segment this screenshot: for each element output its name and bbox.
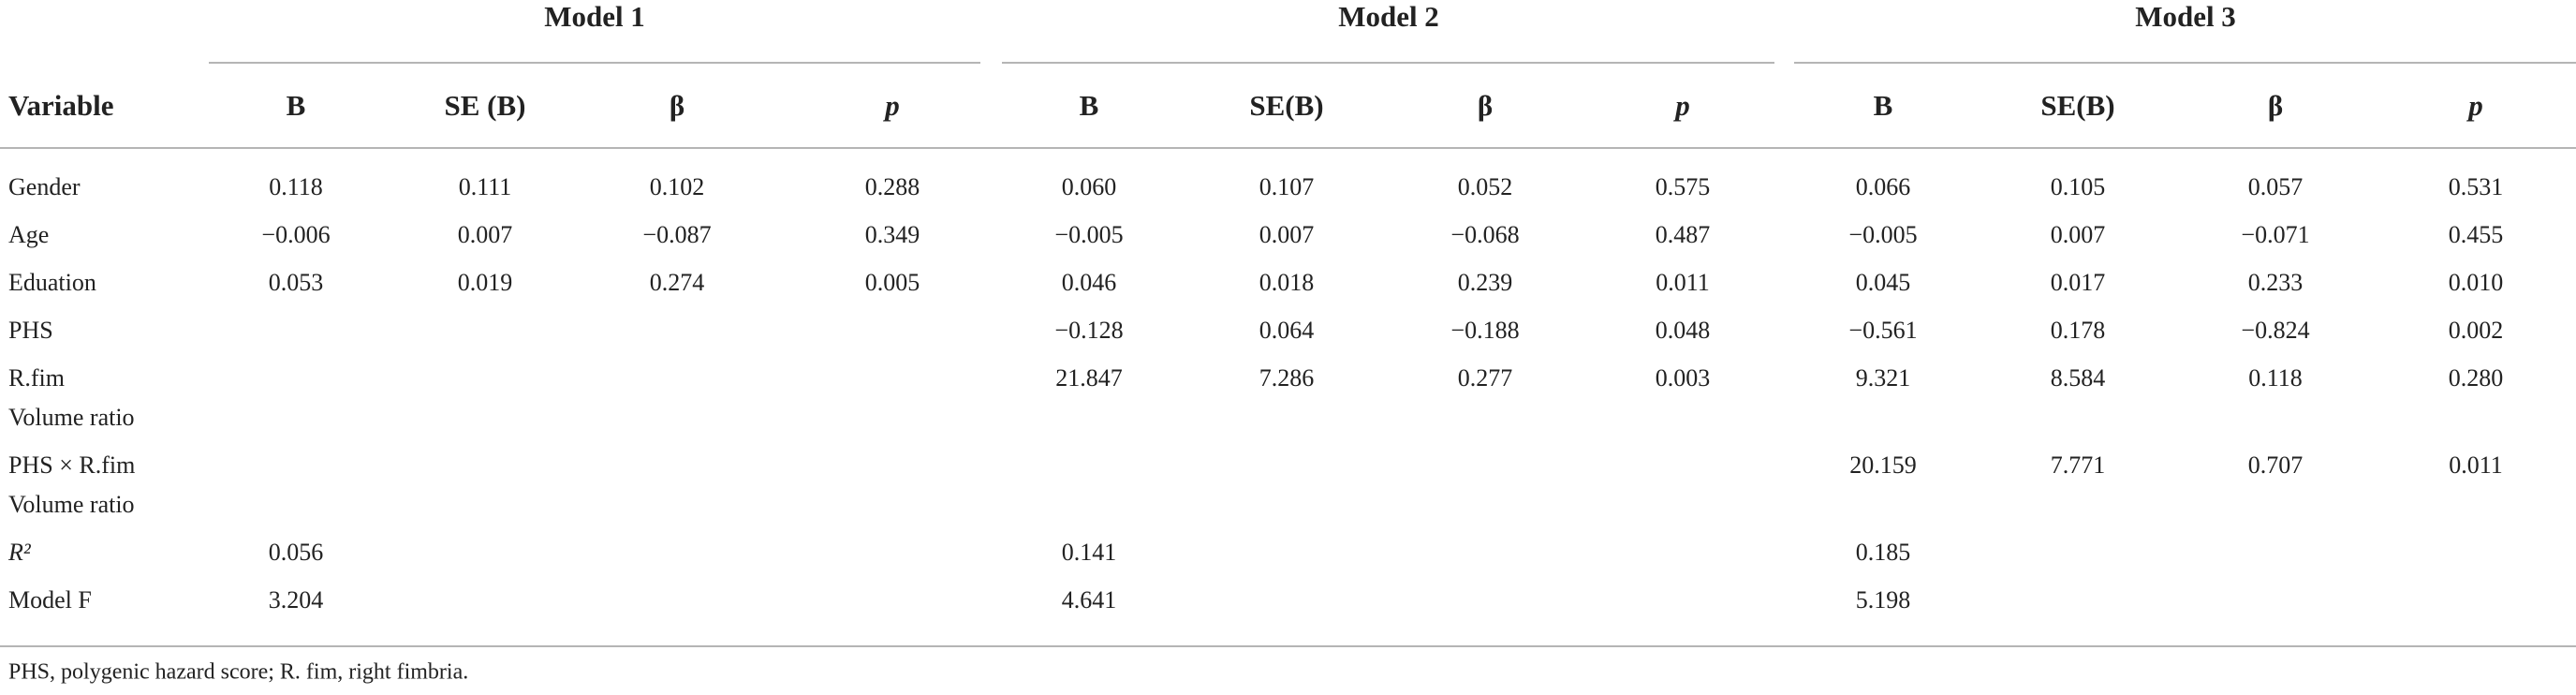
cell: 0.011: [1656, 269, 1710, 296]
cell: 0.233: [2248, 269, 2304, 296]
cell: 0.575: [1656, 173, 1711, 200]
cell: 0.019: [458, 269, 513, 296]
row-label: Gender: [8, 173, 81, 200]
column-header: B: [287, 89, 306, 122]
cell: 0.185: [1856, 539, 1911, 566]
cell: 0.053: [269, 269, 324, 296]
cell: 8.584: [2051, 364, 2106, 392]
cell: 0.011: [2449, 451, 2503, 479]
cell: 0.455: [2449, 221, 2504, 248]
cell: 21.847: [1055, 364, 1123, 392]
cell: 0.003: [1656, 364, 1711, 392]
column-header: p: [2466, 89, 2483, 122]
cell: 0.060: [1062, 173, 1117, 200]
cell: −0.005: [1848, 221, 1917, 248]
column-header: β: [2268, 89, 2283, 122]
row-label: R.fim: [8, 364, 65, 392]
cell: 0.045: [1856, 269, 1911, 296]
cell: 0.064: [1259, 317, 1315, 344]
cell: 0.707: [2248, 451, 2304, 479]
cell: 0.107: [1259, 173, 1315, 200]
column-group: Model 3: [2135, 0, 2236, 33]
cell: 20.159: [1849, 451, 1917, 479]
cell: 7.771: [2051, 451, 2106, 479]
cell: 0.102: [650, 173, 705, 200]
cell: 9.321: [1856, 364, 1911, 392]
cell: 0.007: [1259, 221, 1315, 248]
column-group: Model 1: [544, 0, 645, 33]
cell: −0.188: [1450, 317, 1519, 344]
cell: −0.071: [2241, 221, 2309, 248]
cell: 0.487: [1656, 221, 1711, 248]
cell: 3.204: [269, 586, 324, 614]
column-header: SE (B): [445, 89, 526, 122]
column-header: β: [1478, 89, 1493, 122]
cell: 0.046: [1062, 269, 1117, 296]
row-label: PHS: [8, 317, 53, 344]
column-header: B: [1874, 89, 1893, 122]
row-label: PHS × R.fim: [8, 451, 135, 479]
cell: −0.128: [1054, 317, 1123, 344]
cell: 0.105: [2051, 173, 2106, 200]
cell: 0.239: [1458, 269, 1513, 296]
row-label: Volume ratio: [8, 404, 135, 431]
cell: −0.006: [261, 221, 330, 248]
cell: 0.118: [2248, 364, 2303, 392]
cell: 0.002: [2449, 317, 2504, 344]
row-label: R²: [7, 539, 32, 566]
cell: 0.005: [865, 269, 920, 296]
cell: 0.007: [2051, 221, 2106, 248]
cell: 0.018: [1259, 269, 1315, 296]
cell: 0.531: [2449, 173, 2504, 200]
cell: 0.007: [458, 221, 513, 248]
cell: 0.017: [2051, 269, 2106, 296]
cell: 7.286: [1259, 364, 1315, 392]
row-label: Volume ratio: [8, 491, 135, 518]
column-header: p: [882, 89, 900, 122]
cell: 0.141: [1062, 539, 1117, 566]
cell: 0.178: [2051, 317, 2106, 344]
cell: 4.641: [1062, 586, 1117, 614]
column-header: p: [1672, 89, 1690, 122]
cell: 0.118: [269, 173, 323, 200]
row-label: Eduation: [8, 269, 96, 296]
cell: −0.005: [1054, 221, 1123, 248]
cell: 0.111: [459, 173, 512, 200]
cell: −0.824: [2241, 317, 2309, 344]
column-header: B: [1080, 89, 1099, 122]
footnote: PHS, polygenic hazard score; R. fim, rig…: [8, 660, 468, 685]
cell: −0.561: [1848, 317, 1917, 344]
row-header: Variable: [8, 89, 114, 122]
cell: 0.280: [2449, 364, 2504, 392]
cell: 0.052: [1458, 173, 1513, 200]
cell: 0.048: [1656, 317, 1711, 344]
cell: 0.274: [650, 269, 705, 296]
cell: 0.066: [1856, 173, 1911, 200]
cell: 0.349: [865, 221, 920, 248]
cell: 0.288: [865, 173, 920, 200]
cell: 0.056: [269, 539, 324, 566]
row-label: Age: [8, 221, 49, 248]
cell: 0.057: [2248, 173, 2304, 200]
cell: −0.068: [1450, 221, 1519, 248]
column-header: β: [670, 89, 684, 122]
cell: 0.277: [1458, 364, 1513, 392]
cell: 5.198: [1856, 586, 1911, 614]
column-group: Model 2: [1338, 0, 1439, 33]
column-header: SE(B): [1249, 89, 1323, 122]
cell: 0.010: [2449, 269, 2504, 296]
cell: −0.087: [642, 221, 711, 248]
column-header: SE(B): [2040, 89, 2114, 122]
row-label: Model F: [8, 586, 92, 614]
